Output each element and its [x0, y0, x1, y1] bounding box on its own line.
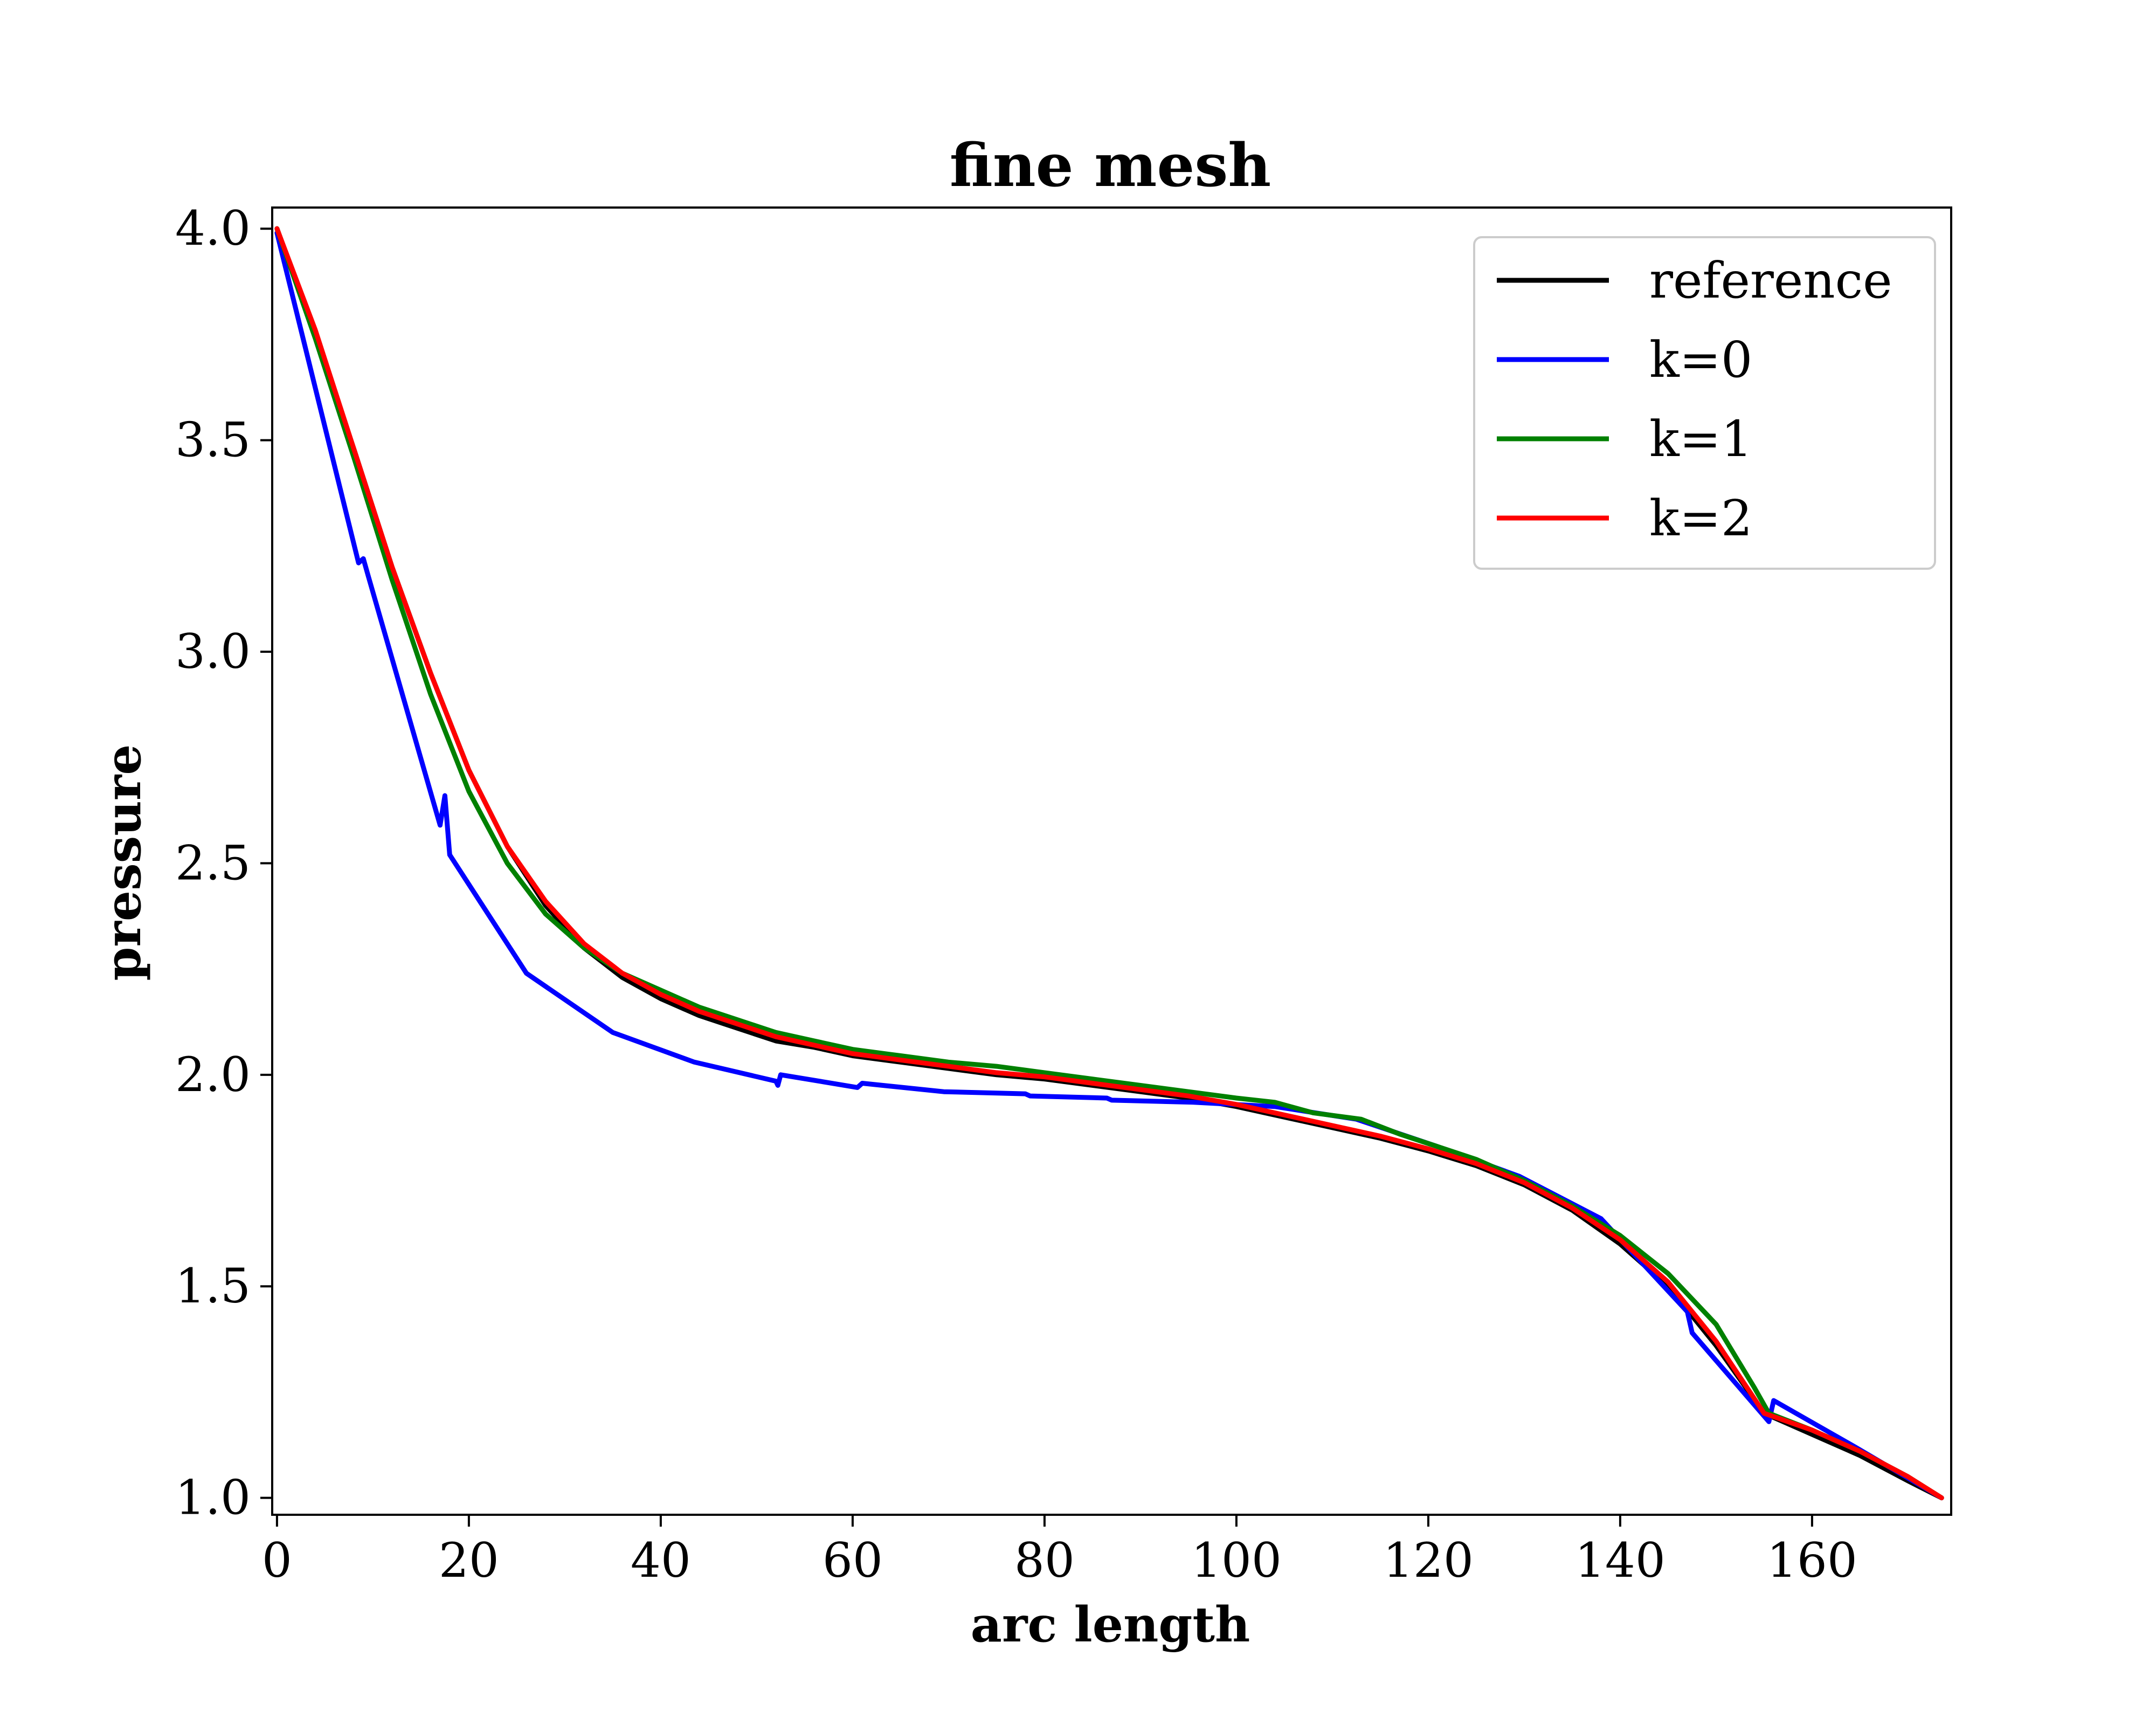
x-tick-label: 100: [1191, 1533, 1282, 1588]
y-tick-label: 4.0: [175, 201, 251, 256]
x-tick-label: 80: [1014, 1533, 1075, 1588]
legend-label: k=0: [1649, 331, 1752, 389]
series-line-k-1: [274, 226, 1944, 1501]
series-line-k-2: [274, 226, 1944, 1501]
y-axis: 1.0 1.5 2.0 2.5 3.0 3.5 4.0: [175, 201, 272, 1526]
chart-title: fine mesh: [950, 130, 1272, 200]
y-tick-label: 2.0: [175, 1047, 251, 1102]
legend-label: k=2: [1649, 489, 1752, 547]
x-tick-label: 120: [1383, 1533, 1474, 1588]
x-axis-label: arc length: [971, 1596, 1250, 1653]
x-tick-label: 20: [439, 1533, 499, 1588]
y-tick-label: 2.5: [175, 835, 251, 891]
y-tick-label: 1.0: [175, 1470, 251, 1526]
x-tick-label: 0: [262, 1533, 292, 1588]
series-layer: [274, 226, 1944, 1501]
x-tick-label: 60: [823, 1533, 883, 1588]
legend: reference k=0 k=1 k=2: [1473, 236, 1936, 570]
x-tick-label: 40: [631, 1533, 691, 1588]
y-tick-label: 1.5: [175, 1258, 251, 1314]
series-line-k-0: [274, 230, 1944, 1501]
y-tick-label: 3.0: [175, 624, 251, 679]
y-tick-label: 3.5: [175, 412, 251, 468]
legend-label: reference: [1649, 252, 1892, 309]
x-tick-label: 160: [1767, 1533, 1857, 1588]
x-axis: 0 20 40 60 80 100 120 140 160: [262, 1515, 1857, 1588]
y-axis-label: pressure: [95, 744, 152, 981]
legend-label: k=1: [1649, 410, 1752, 468]
plot-frame: [271, 206, 1952, 1516]
x-tick-label: 140: [1575, 1533, 1666, 1588]
legend-box: [1473, 236, 1936, 570]
